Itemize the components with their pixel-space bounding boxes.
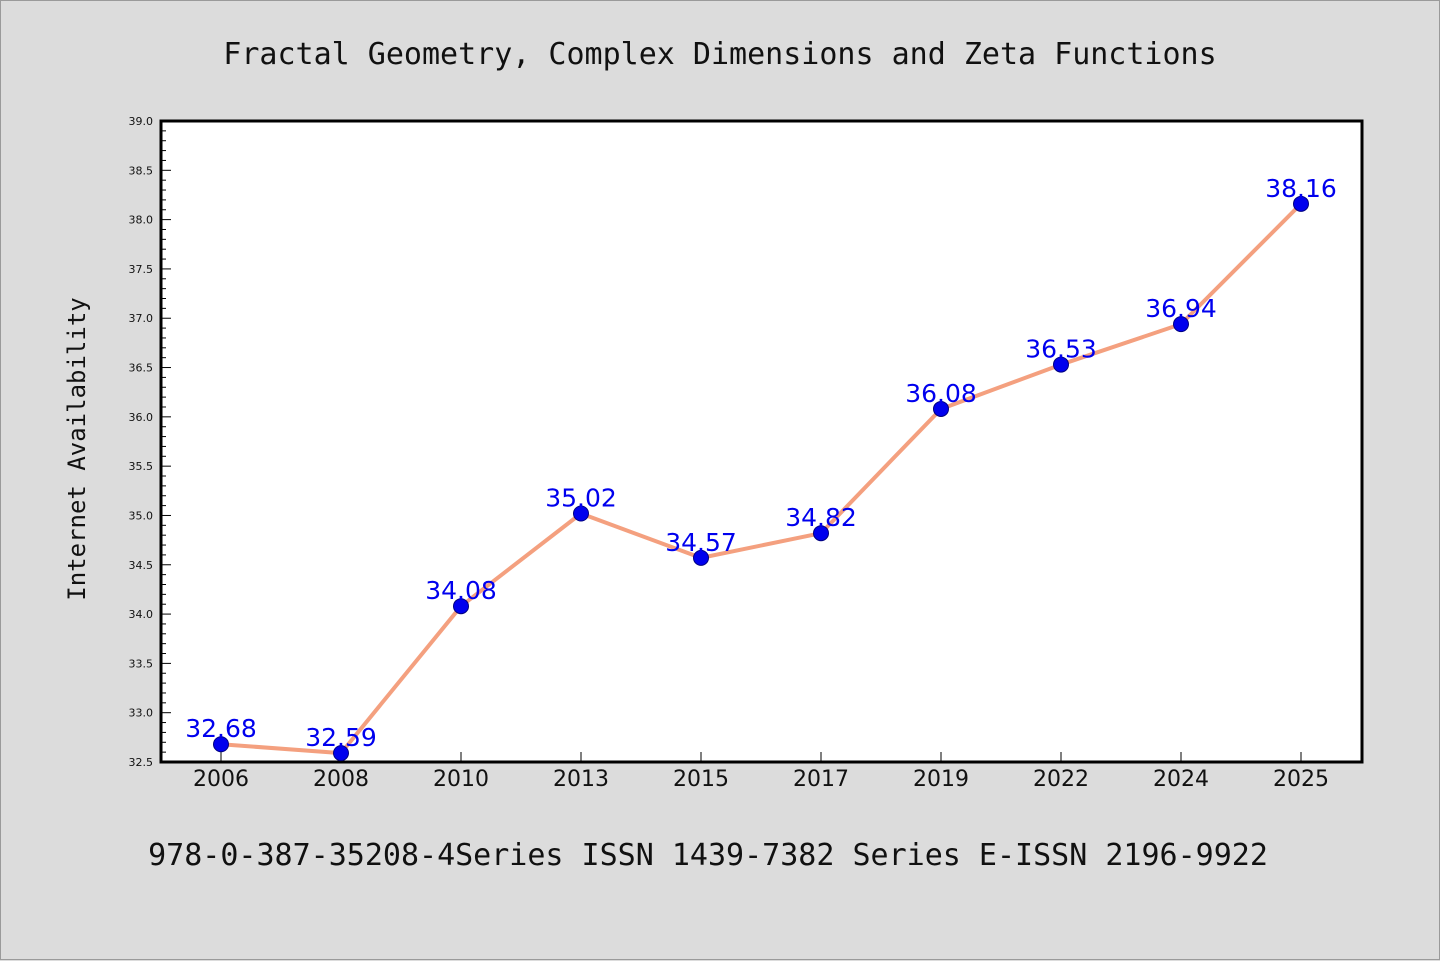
y-axis-label: Internet Availability bbox=[63, 297, 91, 600]
data-point bbox=[933, 400, 949, 417]
data-point bbox=[213, 736, 229, 753]
data-label: 32.59 bbox=[305, 723, 377, 752]
y-tick-label: 32.5 bbox=[129, 756, 154, 769]
y-tick-label: 35.5 bbox=[129, 460, 154, 473]
data-point bbox=[1293, 195, 1309, 212]
data-point bbox=[333, 745, 349, 762]
data-point bbox=[1053, 356, 1069, 373]
y-tick-label: 37.5 bbox=[129, 263, 154, 276]
data-point bbox=[693, 549, 709, 566]
x-tick-label: 2017 bbox=[793, 767, 849, 792]
chart-title: Fractal Geometry, Complex Dimensions and… bbox=[223, 37, 1216, 72]
data-label: 36.53 bbox=[1025, 335, 1097, 364]
data-point bbox=[573, 505, 589, 522]
data-point bbox=[1173, 316, 1189, 333]
y-tick-label: 37.0 bbox=[129, 312, 154, 325]
x-tick-label: 2024 bbox=[1153, 767, 1209, 792]
y-tick-label: 38.5 bbox=[129, 164, 154, 177]
y-axis: 32.5 33.0 33.5 34.0 34.5 35.0 35.5 36.0 36.5 37.0… bbox=[129, 115, 171, 769]
data-point bbox=[813, 525, 829, 542]
y-tick-label: 35.0 bbox=[129, 509, 154, 522]
y-tick-label: 39.0 bbox=[129, 115, 154, 128]
x-tick-label: 2015 bbox=[673, 767, 729, 792]
data-label: 34.57 bbox=[665, 528, 737, 557]
data-label: 38.16 bbox=[1265, 174, 1337, 203]
data-label: 36.94 bbox=[1145, 294, 1217, 323]
series-group: 32.68 32.59 34.08 35.02 34.57 34.82 36.08 36.53… bbox=[185, 174, 1337, 762]
x-tick-label: 2013 bbox=[553, 767, 609, 792]
y-tick-label: 33.5 bbox=[129, 657, 154, 670]
x-tick-label: 2010 bbox=[433, 767, 489, 792]
x-tick-label: 2006 bbox=[193, 767, 249, 792]
data-label: 34.82 bbox=[785, 503, 857, 532]
y-tick-label: 34.0 bbox=[129, 608, 154, 621]
footer-text: 978-0-387-35208-4Series ISSN 1439-7382 S… bbox=[148, 838, 1268, 873]
data-label: 35.02 bbox=[545, 483, 617, 512]
y-tick-label: 33.0 bbox=[129, 707, 154, 720]
data-label: 32.68 bbox=[185, 714, 257, 743]
y-tick-label: 34.5 bbox=[129, 559, 154, 572]
x-tick-label: 2025 bbox=[1273, 767, 1329, 792]
data-label: 34.08 bbox=[425, 576, 497, 605]
x-tick-label: 2022 bbox=[1033, 767, 1089, 792]
y-tick-label: 38.0 bbox=[129, 214, 154, 227]
plot-area bbox=[159, 119, 1364, 764]
x-tick-label: 2019 bbox=[913, 767, 969, 792]
data-point bbox=[453, 598, 469, 615]
y-tick-label: 36.5 bbox=[129, 362, 154, 375]
y-tick-label: 36.0 bbox=[129, 411, 154, 424]
x-axis: 2006 2008 2010 2013 2015 2017 2019 2022 2024 2025 bbox=[193, 752, 1329, 792]
x-tick-label: 2008 bbox=[313, 767, 369, 792]
data-label: 36.08 bbox=[905, 379, 977, 408]
series-line bbox=[219, 201, 1303, 756]
